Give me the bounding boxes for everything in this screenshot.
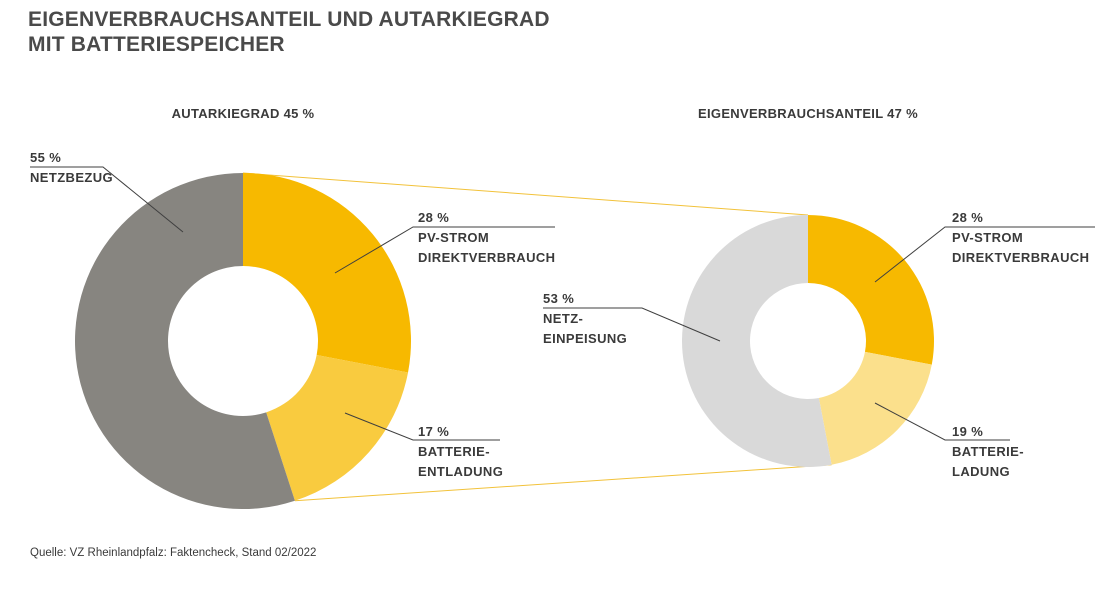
leader-line-bat <box>344 412 500 441</box>
donut-slice-pv <box>243 173 411 373</box>
slice-label-line: NETZBEZUG <box>30 170 113 185</box>
slice-label-line: 17 % <box>418 424 449 439</box>
slice-label-pv: 28 % PV-STROM DIREKTVERBRAUCH <box>952 210 1089 265</box>
slice-label-line: 55 % <box>30 150 61 165</box>
slice-label-line: DIREKTVERBRAUCH <box>952 250 1089 265</box>
donut-slice-netz <box>682 215 832 467</box>
donut-slice-bat <box>266 355 409 501</box>
slice-label-line: BATTERIE- <box>418 444 490 459</box>
slice-label-bat: 17 % BATTERIE- ENTLADUNG <box>418 424 503 479</box>
leader-line-bat <box>874 402 1010 441</box>
donut-slice-netz <box>75 173 295 509</box>
slice-label-line: ENTLADUNG <box>418 464 503 479</box>
leader-line-netz <box>543 307 721 342</box>
slice-label-line: PV-STROM <box>952 230 1023 245</box>
donut-subtitle: EIGENVERBRAUCHSANTEIL 47 % <box>698 106 918 121</box>
slice-label-line: EINPEISUNG <box>543 331 627 346</box>
slice-label-bat: 19 % BATTERIE- LADUNG <box>952 424 1024 479</box>
leader-line-pv <box>874 226 1095 283</box>
zoom-connectors <box>242 172 832 502</box>
donut-charts <box>75 173 934 509</box>
slice-label-line: 28 % <box>952 210 983 225</box>
title-line: MIT BATTERIESPEICHER <box>28 33 285 56</box>
slice-label-line: 28 % <box>418 210 449 225</box>
leader-line-netz <box>30 166 184 233</box>
connector-top <box>242 172 809 216</box>
slice-labels: AUTARKIEGRAD 45 % 28 % PV-STROM DIREKTVERBR… <box>30 106 1089 479</box>
title-line: EIGENVERBRAUCHSANTEIL UND AUTARKIEGRAD <box>28 8 550 31</box>
source-note: Quelle: VZ Rheinlandpfalz: Faktencheck, … <box>30 547 316 559</box>
slice-label-pv: 28 % PV-STROM DIREKTVERBRAUCH <box>418 210 555 265</box>
slice-label-line: 19 % <box>952 424 983 439</box>
slice-label-line: 53 % <box>543 291 574 306</box>
slice-label-line: LADUNG <box>952 464 1010 479</box>
donut-slice-pv <box>808 215 934 365</box>
slice-label-line: BATTERIE- <box>952 444 1024 459</box>
leader-line-pv <box>334 226 555 274</box>
connector-bottom <box>294 464 832 502</box>
slice-label-netz: 53 % NETZ- EINPEISUNG <box>543 291 627 346</box>
slice-label-netz: 55 % NETZBEZUG <box>30 150 113 185</box>
slice-label-line: DIREKTVERBRAUCH <box>418 250 555 265</box>
donut-slice-bat <box>818 351 932 465</box>
slice-label-line: PV-STROM <box>418 230 489 245</box>
donut-subtitle: AUTARKIEGRAD 45 % <box>172 106 315 121</box>
slice-label-line: NETZ- <box>543 311 583 326</box>
label-leaders <box>30 166 1095 441</box>
chart-title: EIGENVERBRAUCHSANTEIL UND AUTARKIEGRADMI… <box>28 8 550 56</box>
